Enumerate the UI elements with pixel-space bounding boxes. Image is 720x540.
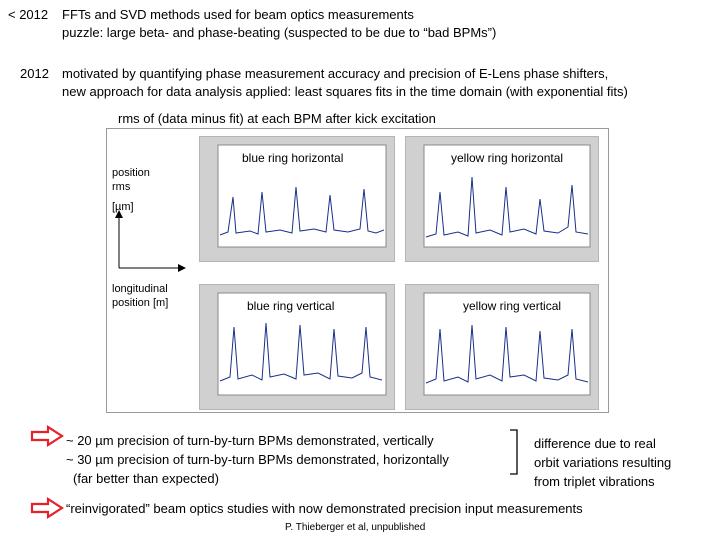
plot-yellow-horizontal: yellow ring horizontal [405, 136, 599, 262]
history-prefix-2: 2012 [20, 66, 49, 81]
axis-arrows [115, 210, 186, 272]
right-bracket [510, 429, 518, 475]
difference-note: difference due to real orbit variations … [534, 434, 671, 491]
result-vertical: ~ 20 µm precision of turn-by-turn BPMs d… [66, 433, 434, 448]
difference-line1: difference due to real [534, 436, 656, 451]
history-line-2a: motivated by quantifying phase measureme… [62, 66, 609, 81]
x-axis-legend: longitudinal position [m] [112, 282, 168, 310]
plot-image [217, 144, 387, 248]
x-axis-line2: position [m] [112, 297, 169, 309]
y-axis-line1: position [112, 167, 150, 179]
plot-image [217, 292, 387, 396]
result-note: (far better than expected) [73, 471, 219, 486]
red-arrow-icon [30, 497, 64, 519]
history-prefix-1: < 2012 [8, 7, 49, 22]
plot-label: blue ring vertical [247, 299, 335, 313]
figure-caption: rms of (data minus fit) at each BPM afte… [118, 111, 436, 126]
difference-line3: from triplet vibrations [534, 474, 655, 489]
plot-label: blue ring horizontal [242, 151, 344, 165]
plot-label: yellow ring horizontal [451, 151, 564, 165]
conclusion: “reinvigorated” beam optics studies with… [66, 501, 583, 516]
history-line-1a: FFTs and SVD methods used for beam optic… [62, 7, 414, 22]
y-axis-legend: position rms [µm] [112, 166, 150, 214]
plot-blue-horizontal: blue ring horizontal [199, 136, 395, 262]
result-horizontal: ~ 30 µm precision of turn-by-turn BPMs d… [66, 452, 449, 467]
plot-image [423, 144, 591, 248]
plot-yellow-vertical: yellow ring vertical [405, 284, 599, 410]
history-line-1b: puzzle: large beta- and phase-beating (s… [62, 25, 497, 40]
y-axis-line2: rms [112, 181, 131, 193]
red-arrow-icon [30, 425, 64, 447]
plot-label: yellow ring vertical [463, 299, 562, 313]
plot-blue-vertical: blue ring vertical [199, 284, 395, 410]
difference-line2: orbit variations resulting [534, 455, 672, 470]
x-axis-line1: longitudinal [112, 283, 168, 295]
y-axis-line3: [µm] [112, 201, 134, 213]
history-line-2b: new approach for data analysis applied: … [62, 84, 628, 99]
citation: P. Thieberger et al, unpublished [285, 522, 426, 533]
plot-image [423, 292, 591, 396]
